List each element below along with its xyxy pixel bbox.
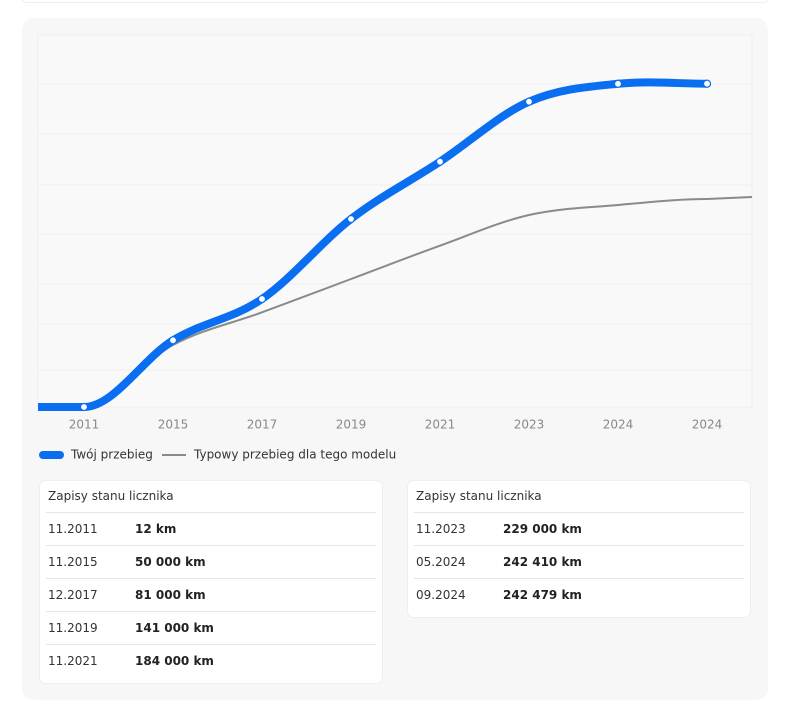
mileage: 50 000 km <box>135 555 206 569</box>
table-row: 05.2024 242 410 km <box>414 545 744 578</box>
x-tick-label: 2015 <box>158 418 189 432</box>
mileage: 12 km <box>135 522 177 536</box>
x-tick-label: 2023 <box>514 418 545 432</box>
card-title: Zapisy stanu licznika <box>48 489 174 503</box>
date: 09.2024 <box>416 588 466 602</box>
table-row: 11.2021 184 000 km <box>46 644 376 677</box>
mileage: 184 000 km <box>135 654 214 668</box>
data-point <box>79 402 89 412</box>
meter-card: Zapisy stanu licznika 11.2011 12 km 11.2015… <box>40 481 382 683</box>
x-tick-label: 2017 <box>247 418 278 432</box>
x-tick-label: 2024 <box>603 418 634 432</box>
x-tick-label: 2011 <box>69 418 100 432</box>
data-point <box>702 79 712 88</box>
date: 11.2021 <box>48 654 98 668</box>
date: 05.2024 <box>416 555 466 569</box>
date: 11.2023 <box>416 522 466 536</box>
mileage: 229 000 km <box>503 522 582 536</box>
data-point <box>613 79 623 88</box>
table-row: 11.2015 50 000 km <box>46 545 376 578</box>
table-row: 11.2011 12 km <box>46 512 376 545</box>
date: 11.2015 <box>48 555 98 569</box>
top-card <box>22 0 768 2</box>
x-tick-label: 2024 <box>692 418 723 432</box>
x-tick-label: 2019 <box>336 418 367 432</box>
data-point <box>435 157 445 166</box>
date: 11.2019 <box>48 621 98 635</box>
table-row: 11.2019 141 000 km <box>46 611 376 644</box>
x-tick-label: 2021 <box>425 418 456 432</box>
mileage: 242 479 km <box>503 588 582 602</box>
mileage: 242 410 km <box>503 555 582 569</box>
mileage: 81 000 km <box>135 588 206 602</box>
data-point <box>346 214 356 224</box>
legend-label: Twój przebieg <box>70 448 153 462</box>
data-point <box>524 97 534 106</box>
line-extension <box>706 196 753 200</box>
chart: 2011 2015 2017 2019 2021 2023 2024 2024 Twój prz… <box>37 34 753 462</box>
mileage: 141 000 km <box>135 621 214 635</box>
date: 12.2017 <box>48 588 98 602</box>
series-line <box>83 198 708 408</box>
legend-label: Typowy przebieg dla tego modelu <box>193 448 396 462</box>
data-point <box>257 294 267 304</box>
table-row: 12.2017 81 000 km <box>46 578 376 611</box>
meter-card: Zapisy stanu licznika 11.2023 229 000 km 05… <box>408 481 750 617</box>
data-point <box>168 336 178 345</box>
date: 11.2011 <box>48 522 98 536</box>
table-row: 11.2023 229 000 km <box>414 512 744 545</box>
plot-area <box>37 34 753 408</box>
card-title: Zapisy stanu licznika <box>416 489 542 503</box>
table-row: 09.2024 242 479 km <box>414 578 744 611</box>
